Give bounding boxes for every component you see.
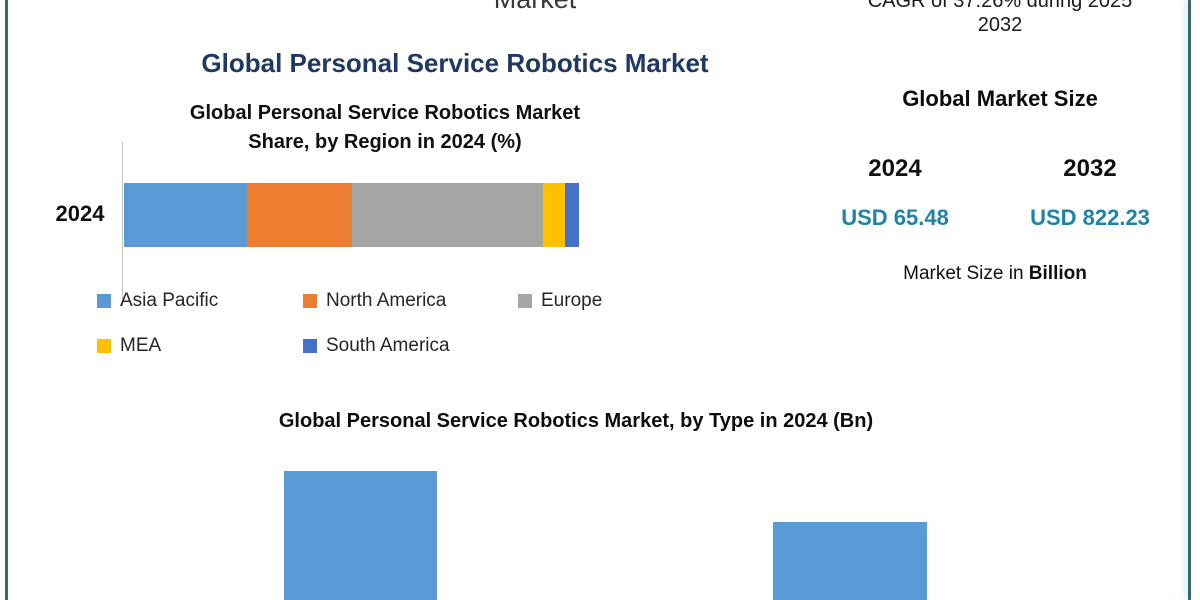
legend-item-mea: MEA: [97, 334, 303, 358]
cagr-note-line2: 2032: [977, 14, 1023, 36]
frame-border-right: [1188, 0, 1191, 600]
legend-item-asia-pacific: Asia Pacific: [97, 289, 303, 313]
page-title: Global Personal Service Robotics Market: [201, 48, 709, 78]
type-bar-2: [773, 522, 927, 600]
market-size-column-2032: 2032 USD 822.23: [990, 155, 1190, 231]
market-size-title: Global Market Size: [902, 86, 1098, 111]
legend-item-south-america: South America: [303, 334, 518, 358]
region-chart-category-label: 2024: [55, 201, 105, 226]
region-stacked-bar: [124, 183, 579, 247]
legend-swatch-asia-pacific: [97, 294, 111, 308]
legend-label-north-america: North America: [326, 290, 447, 311]
region-chart-title: Global Personal Service Robotics Market …: [125, 99, 645, 157]
legend-label-asia-pacific: Asia Pacific: [120, 290, 219, 311]
legend-item-europe: Europe: [518, 289, 602, 313]
region-chart-legend: Asia Pacific North America Europe MEA South …: [97, 289, 602, 358]
legend-label-europe: Europe: [541, 290, 603, 311]
bar-segment-mea: [542, 183, 566, 247]
cropped-header-text: Market: [395, 0, 675, 15]
legend-item-north-america: North America: [303, 289, 518, 313]
bar-segment-north-america: [246, 183, 352, 247]
type-bar-1: [284, 471, 437, 600]
legend-swatch-north-america: [303, 294, 317, 308]
market-size-value-2032: USD 822.23: [1030, 205, 1150, 230]
type-chart-title: Global Personal Service Robotics Market,…: [278, 410, 874, 432]
region-chart-axis-line: [122, 142, 123, 306]
market-size-year-2024: 2024: [868, 155, 922, 182]
legend-swatch-south-america: [303, 339, 317, 353]
market-size-note: Market Size in Billion: [845, 263, 1145, 285]
frame-border-left: [5, 0, 8, 600]
bar-segment-europe: [351, 183, 543, 247]
market-size-note-unit: Billion: [1028, 263, 1087, 284]
bar-segment-asia-pacific: [124, 183, 247, 247]
market-size-column-2024: 2024 USD 65.48: [795, 155, 995, 231]
region-chart-title-line1: Global Personal Service Robotics Market: [189, 102, 581, 124]
cagr-note-line1: CAGR of 37.26% during 2025: [867, 0, 1133, 12]
legend-swatch-mea: [97, 339, 111, 353]
market-size-year-2032: 2032: [1063, 155, 1117, 182]
legend-label-south-america: South America: [326, 335, 450, 356]
cagr-note: CAGR of 37.26% during 2025 2032: [820, 0, 1180, 37]
region-chart-title-line2: Share, by Region in 2024 (%): [248, 131, 522, 153]
legend-label-mea: MEA: [120, 335, 162, 356]
bar-segment-south-america: [565, 183, 579, 247]
market-size-value-2024: USD 65.48: [841, 205, 949, 230]
legend-swatch-europe: [518, 294, 532, 308]
market-size-note-prefix: Market Size in: [903, 263, 1029, 284]
